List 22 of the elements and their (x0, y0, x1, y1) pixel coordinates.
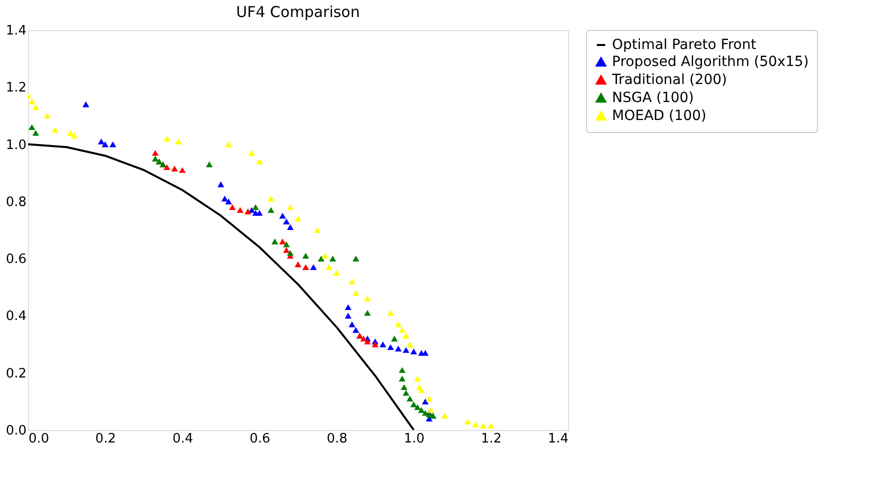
legend-label: Traditional (200) (611, 72, 727, 88)
y-tick-label: 0.2 (6, 366, 26, 382)
y-tick-label: 1.4 (6, 24, 26, 38)
x-tick-label: 1.2 (481, 432, 502, 446)
legend-label: MOEAD (100) (612, 108, 706, 124)
chart-title: UF4 Comparison (236, 3, 360, 21)
x-tick-label: 0.4 (172, 432, 194, 446)
x-tick-label: 1.0 (404, 432, 425, 446)
y-tick-label: 0.8 (6, 194, 26, 210)
x-tick-label: 0.2 (95, 432, 116, 446)
y-tick-label: 1.0 (6, 138, 26, 153)
x-tick-label: 0.8 (326, 432, 348, 446)
y-tick-label: 0.6 (6, 252, 26, 268)
x-tick-label: 0.0 (28, 432, 50, 446)
y-tick-label: 1.2 (6, 80, 26, 96)
y-tick-label: 0.4 (6, 309, 26, 324)
line-series (28, 143, 415, 430)
legend-label: Optimal Pareto Front (612, 37, 757, 53)
legend-label: Proposed Algorithm (50x15) (612, 54, 809, 70)
x-tick-label: 0.6 (250, 432, 270, 446)
legend-label: NSGA (100) (612, 90, 694, 106)
x-tick-label: 1.4 (548, 432, 568, 446)
